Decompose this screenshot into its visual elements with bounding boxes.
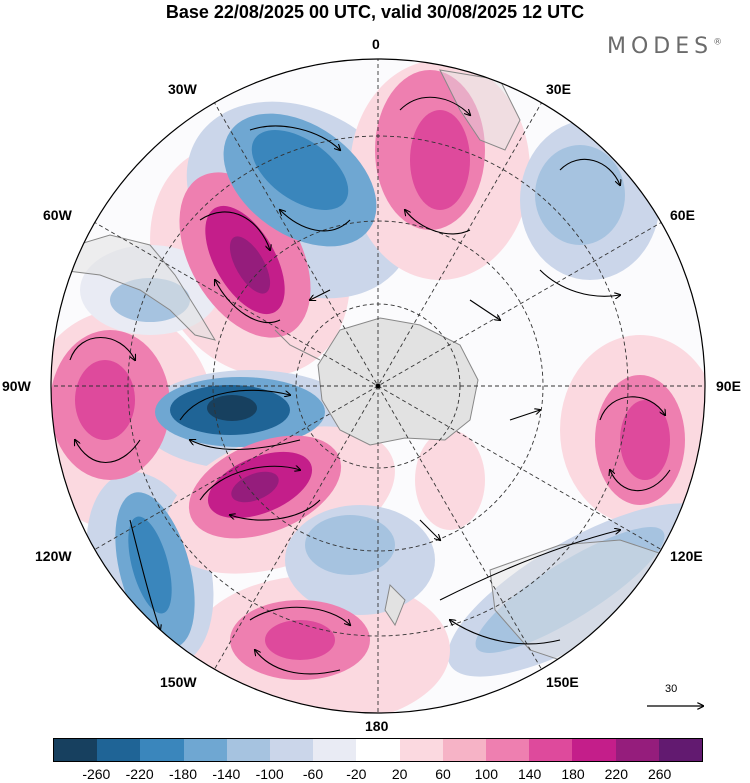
colorbar-tick-label: 180 — [561, 766, 585, 782]
map-border — [50, 58, 706, 714]
colorbar-tick-label: -140 — [212, 766, 241, 782]
colorbar-segment — [442, 739, 487, 761]
colorbar-segment — [572, 739, 616, 761]
colorbar-segment — [97, 739, 141, 761]
lon-label-150w: 150W — [160, 674, 197, 690]
south-pole-marker — [375, 383, 381, 389]
colorbar-tick-label: 60 — [435, 766, 451, 782]
colorbar-segment — [226, 739, 271, 761]
colorbar-tick-label: 260 — [647, 766, 672, 782]
map-title: Base 22/08/2025 00 UTC, valid 30/08/2025… — [165, 2, 585, 22]
new-zealand — [384, 583, 406, 627]
registered-mark: ® — [713, 37, 723, 48]
colorbar-tick-label: -220 — [125, 766, 154, 782]
lon-label-150e: 150E — [546, 674, 579, 690]
brand-name: MODES — [607, 34, 714, 59]
colorbar-tick-label: 20 — [391, 766, 408, 782]
antarctica — [317, 317, 479, 446]
colorbar-tick-label: -260 — [82, 766, 111, 782]
colorbar — [53, 738, 703, 762]
lon-label-60w: 60W — [43, 207, 72, 223]
colorbar-tick-label: -100 — [255, 766, 284, 782]
antarctic-peninsula — [274, 329, 321, 361]
colorbar-segment — [270, 739, 314, 761]
modes-logo: MODES® — [607, 34, 722, 59]
lon-label-90w: 90W — [2, 378, 31, 394]
reference-vector-label: 30 — [665, 683, 678, 695]
lon-label-60e: 60E — [670, 207, 695, 223]
colorbar-segment — [356, 739, 400, 761]
colorbar-segment — [183, 739, 227, 761]
lon-label-180: 180 — [365, 718, 389, 734]
south-america — [59, 234, 217, 341]
colorbar-segment — [615, 739, 659, 761]
lon-label-30e: 30E — [546, 81, 571, 97]
colorbar-tick-label: -180 — [168, 766, 198, 782]
lon-label-90e: 90E — [716, 378, 741, 394]
colorbar-segment — [658, 739, 703, 761]
lon-label-30w: 30W — [168, 81, 197, 97]
colorbar-tick-label: -20 — [346, 766, 367, 782]
lon-label-120w: 120W — [35, 548, 72, 564]
colorbar-segment — [399, 739, 443, 761]
lon-label-0: 0 — [372, 36, 380, 52]
colorbar-tick-label: -60 — [302, 766, 324, 782]
colorbar-tick-label: 220 — [604, 766, 629, 782]
colorbar-segment — [140, 739, 184, 761]
colorbar-tick-label: 100 — [474, 766, 499, 782]
colorbar-segment — [486, 739, 530, 761]
colorbar-tick-label: 140 — [517, 766, 542, 782]
wind-vectors — [69, 96, 671, 675]
polar-map — [50, 58, 706, 714]
colorbar-segment — [313, 739, 357, 761]
lon-label-120e: 120E — [670, 548, 703, 564]
anomaly-field — [51, 59, 705, 713]
colorbar-segment — [54, 739, 98, 761]
colorbar-segment — [529, 739, 573, 761]
